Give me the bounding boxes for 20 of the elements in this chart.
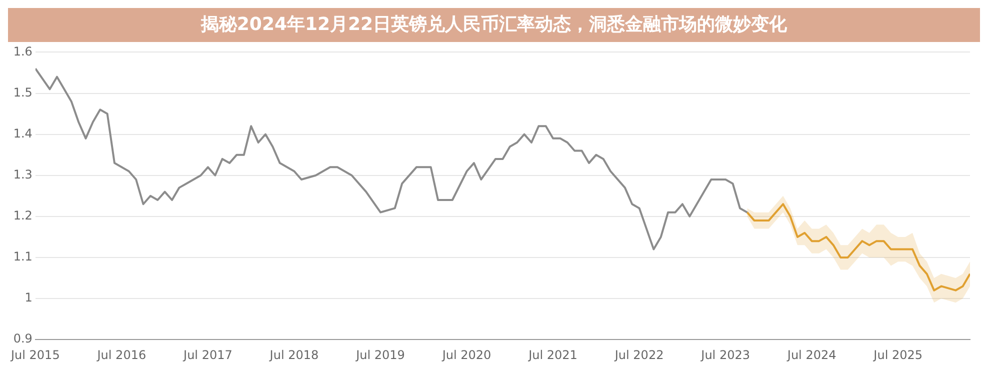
- x-tick-label: Jul 2024: [786, 348, 836, 362]
- x-tick-label: Jul 2018: [268, 348, 319, 362]
- y-tick-label: 1: [24, 290, 32, 305]
- x-tick-label: Jul 2023: [700, 348, 750, 362]
- y-tick-label: 1.3: [13, 167, 32, 182]
- x-tick-label: Jul 2015: [10, 348, 60, 362]
- y-tick-label: 1.2: [13, 208, 32, 223]
- x-tick-label: Jul 2021: [528, 348, 578, 362]
- x-tick-label: Jul 2016: [96, 348, 146, 362]
- chart-title: 揭秘2024年12月22日英镑兑人民币汇率动态，洞悉金融市场的微妙变化: [8, 8, 980, 42]
- x-tick-label: Jul 2022: [614, 348, 664, 362]
- y-tick-label: 1.1: [13, 250, 32, 264]
- x-tick-label: Jul 2017: [182, 348, 232, 362]
- y-tick-label: 1.6: [13, 44, 32, 58]
- y-tick-label: 1.4: [13, 126, 32, 140]
- y-tick-label: 1.5: [13, 85, 32, 100]
- x-tick-label: Jul 2020: [441, 348, 492, 362]
- x-tick-label: Jul 2019: [355, 348, 405, 362]
- x-tick-label: Jul 2025: [872, 348, 923, 362]
- y-tick-label: 0.9: [13, 332, 32, 346]
